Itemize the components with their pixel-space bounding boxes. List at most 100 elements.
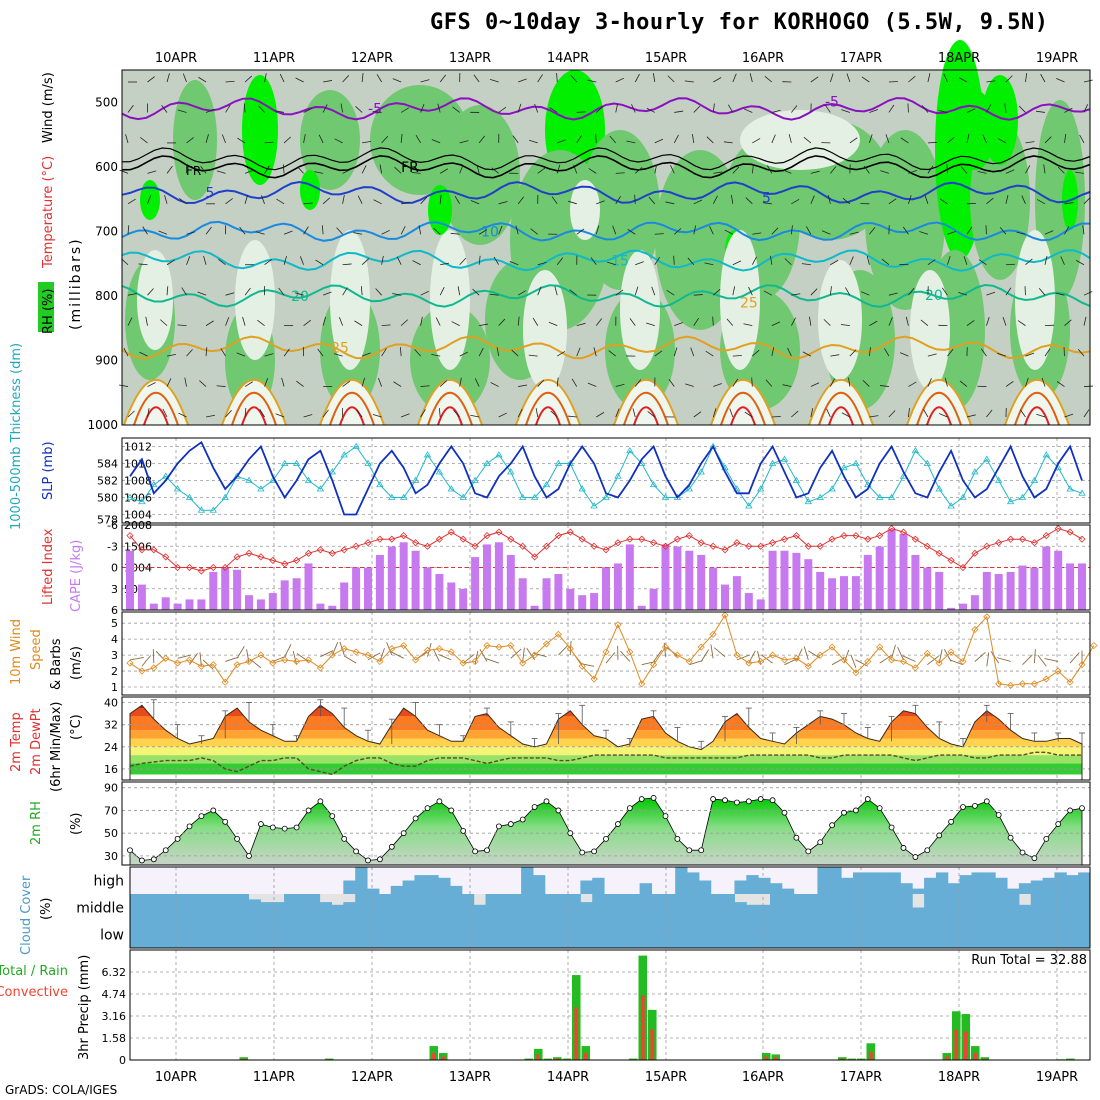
rh-field-light: [620, 250, 660, 370]
wind-barb: [415, 134, 421, 144]
wind-barb: [478, 255, 481, 265]
rh-point: [734, 799, 740, 806]
wind-barb: [959, 380, 968, 387]
wind-barb: [372, 414, 382, 418]
rh-point: [162, 847, 169, 854]
chart-title: GFS 0~10day 3-hourly for KORHOGO (5.5W, …: [430, 10, 1049, 35]
wind-barb: [283, 230, 293, 235]
wind-barb: [259, 409, 265, 418]
wind-barb: [751, 164, 754, 174]
wind-barb: [745, 197, 753, 205]
wind-barb: [255, 231, 265, 235]
wind-barb: [615, 408, 620, 418]
data-point: [959, 657, 967, 666]
wind-barb: [139, 351, 148, 357]
cloud-cell: [390, 894, 404, 921]
rh-point: [198, 813, 205, 820]
x-tick-label-bottom: 11APR: [253, 1070, 295, 1085]
data-point: [150, 664, 158, 672]
wind-barb: [556, 164, 561, 174]
cloud-cell: [852, 894, 866, 921]
wind-barb: [791, 105, 798, 113]
rh-point: [400, 830, 407, 837]
wind-barb: [264, 377, 269, 387]
wind-barb: [490, 382, 499, 387]
data-point: [959, 563, 967, 572]
wind-barb: [868, 347, 871, 357]
wind-barb: [140, 137, 148, 144]
wind-barb: [202, 659, 214, 670]
cloud-cell: [722, 921, 735, 948]
wind-barb: [314, 171, 324, 174]
data-point: [423, 451, 432, 458]
precip-convective-bar: [764, 1056, 769, 1060]
rh-field-light: [330, 230, 370, 370]
cloud-cell: [284, 894, 297, 921]
wind-barb: [394, 166, 402, 174]
wind-barb: [743, 108, 753, 113]
wind-barb: [879, 655, 892, 664]
cape-bar: [756, 599, 765, 610]
wind-barb: [1017, 320, 1026, 326]
wind-barb: [244, 195, 248, 204]
wind-barb: [474, 378, 480, 387]
data-point: [162, 553, 170, 561]
data-point: [531, 651, 539, 659]
data-point: [507, 535, 515, 543]
wind-barb: [431, 353, 441, 357]
cape-bar: [959, 603, 967, 610]
rh-point: [1067, 807, 1073, 814]
cloud-cell: [698, 880, 712, 894]
wind-barb: [392, 293, 402, 296]
wind-barb: [381, 348, 387, 357]
data-point: [911, 535, 919, 543]
wind-barb: [451, 321, 460, 326]
lifted-index-axis-label: Lifted Index: [41, 528, 56, 605]
cape-bar: [768, 550, 777, 610]
wind-barb: [356, 409, 363, 418]
precip-convective-bar: [555, 1058, 560, 1060]
temperature-contour-line: [121, 155, 1091, 179]
x-tick-label-top: 19APR: [1036, 51, 1078, 66]
cloud-cell: [236, 921, 250, 948]
wind-barb: [411, 172, 421, 174]
y-tick-label: 40: [104, 697, 118, 710]
wind-barb: [881, 258, 890, 266]
x-tick-label-top: 17APR: [840, 51, 882, 66]
data-point: [852, 669, 860, 677]
wind-barb: [459, 351, 468, 357]
data-point: [364, 651, 372, 659]
cape-bar: [566, 588, 575, 610]
wind-barb: [1083, 291, 1093, 296]
wind-barb: [849, 256, 854, 265]
y-tick-label: 1.58: [102, 1032, 127, 1045]
rh-point: [186, 823, 193, 830]
wind-barb: [861, 76, 870, 83]
cloud-cell: [580, 902, 593, 921]
rh-point: [365, 857, 371, 864]
contour-35-dome: [916, 391, 962, 426]
wind-barb: [966, 226, 973, 235]
data-point: [816, 651, 824, 659]
cape-bar: [197, 599, 206, 610]
wind-barb: [1083, 197, 1091, 205]
x-tick-label-top: 16APR: [742, 51, 784, 66]
wind-barb: [166, 286, 169, 296]
rh-field-light: [235, 240, 275, 360]
data-point: [757, 542, 765, 550]
contour-40-dome: [730, 406, 756, 426]
precip-total-bar: [524, 1058, 534, 1060]
cloud-cell: [734, 902, 747, 921]
data-point: [412, 656, 420, 664]
cloud-cell: [995, 894, 1008, 921]
wind-barb: [863, 165, 870, 174]
cloud-cell: [367, 888, 380, 894]
data-point: [697, 468, 705, 475]
wind-barb: [556, 257, 564, 265]
wind10m-panel: 1 2 3 4 5 10m Wind Speed & Barbs (m/s): [9, 611, 1098, 696]
contour-label: 5: [762, 191, 771, 207]
data-point: [257, 651, 265, 659]
cloud-cell: [793, 921, 807, 948]
x-tick-label-bottom: 15APR: [645, 1070, 687, 1085]
cloud-cell: [450, 885, 463, 894]
